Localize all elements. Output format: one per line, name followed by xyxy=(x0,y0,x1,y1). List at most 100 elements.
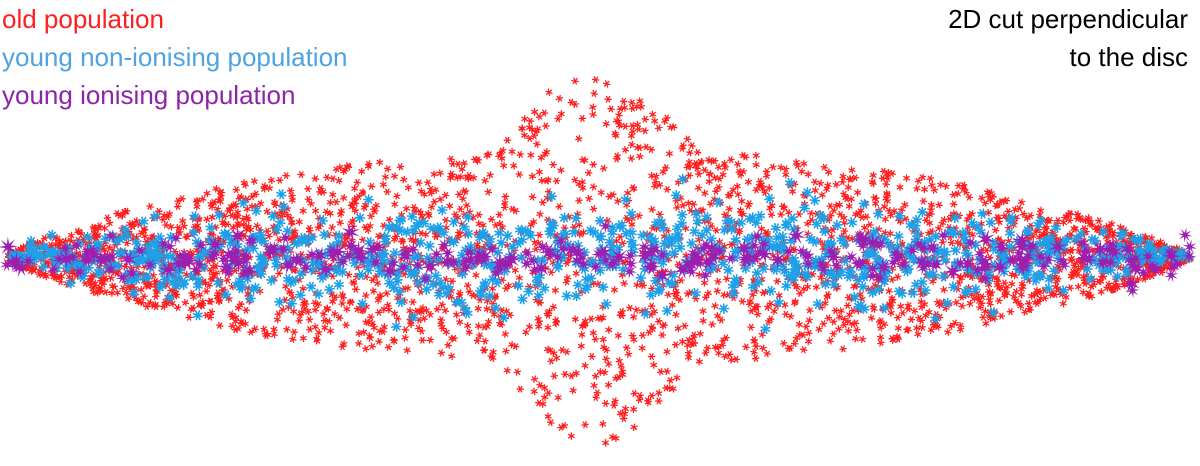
old-population-star xyxy=(634,125,643,133)
young-ionising-star xyxy=(1177,227,1193,243)
old-population-star xyxy=(858,335,867,344)
old-population-star xyxy=(431,186,440,194)
young-non-ionising-star xyxy=(390,321,402,333)
old-population-star xyxy=(589,160,598,169)
old-population-star xyxy=(918,173,927,182)
old-population-star xyxy=(415,179,423,187)
old-population-star xyxy=(1017,198,1026,207)
old-population-star xyxy=(481,337,489,345)
old-population-star xyxy=(475,211,483,219)
old-population-star xyxy=(536,210,544,219)
old-population-star xyxy=(508,205,517,213)
legend-item-young-ionising-population: young ionising population xyxy=(2,80,296,110)
young-non-ionising-star xyxy=(479,229,491,240)
old-population-star xyxy=(275,269,283,277)
old-population-star xyxy=(474,322,483,330)
young-non-ionising-star xyxy=(764,193,775,204)
old-population-star xyxy=(762,167,771,176)
young-non-ionising-star xyxy=(970,283,981,295)
old-population-star xyxy=(807,209,815,218)
old-population-star xyxy=(1008,280,1016,288)
old-population-star xyxy=(495,211,504,219)
old-population-star xyxy=(705,177,713,186)
old-population-star xyxy=(1059,299,1067,308)
old-population-star xyxy=(351,207,360,215)
old-population-star xyxy=(733,160,742,168)
young-non-ionising-star xyxy=(496,237,507,249)
old-population-star xyxy=(403,346,411,355)
young-non-ionising-star xyxy=(814,210,826,221)
old-population-star xyxy=(476,331,484,340)
old-population-star xyxy=(379,180,387,189)
old-population-star xyxy=(404,183,412,192)
old-population-star xyxy=(290,307,298,316)
old-population-star xyxy=(401,334,409,342)
old-population-star xyxy=(275,236,283,244)
old-population-star xyxy=(290,227,299,236)
young-non-ionising-star xyxy=(305,281,317,292)
old-population-star xyxy=(202,287,211,295)
young-non-ionising-star xyxy=(781,280,792,292)
old-population-star xyxy=(213,205,222,213)
old-population-star xyxy=(614,331,622,340)
old-population-star xyxy=(844,183,852,192)
old-population-star xyxy=(367,182,376,190)
young-non-ionising-star xyxy=(620,228,632,239)
old-population-star xyxy=(840,227,849,235)
old-population-star xyxy=(441,191,450,199)
old-population-star xyxy=(938,238,947,246)
old-population-star xyxy=(368,342,377,350)
old-population-star xyxy=(719,170,727,179)
young-non-ionising-star xyxy=(205,222,216,233)
old-population-star xyxy=(769,163,777,171)
old-population-star xyxy=(543,345,552,354)
young-non-ionising-star xyxy=(436,204,448,216)
old-population-star xyxy=(101,224,109,233)
old-population-star xyxy=(701,279,708,287)
old-population-star xyxy=(727,156,735,164)
young-non-ionising-star xyxy=(245,293,256,304)
young-non-ionising-star xyxy=(686,238,697,249)
old-population-star xyxy=(662,384,670,392)
old-population-star xyxy=(764,303,772,312)
old-population-star xyxy=(355,339,363,348)
young-non-ionising-star xyxy=(192,310,203,321)
young-non-ionising-star xyxy=(719,224,731,236)
old-population-star xyxy=(819,320,828,328)
old-population-star xyxy=(628,332,637,340)
old-population-star xyxy=(545,88,553,97)
old-population-star xyxy=(870,305,878,313)
old-population-star xyxy=(641,127,649,135)
old-population-star xyxy=(614,197,622,205)
old-population-star xyxy=(847,175,855,183)
young-non-ionising-star xyxy=(490,302,502,314)
old-population-star xyxy=(540,393,549,402)
old-population-star xyxy=(528,172,536,181)
old-population-star xyxy=(651,117,659,125)
old-population-star xyxy=(275,176,284,184)
young-non-ionising-star xyxy=(670,189,682,201)
old-population-star xyxy=(641,115,650,123)
old-population-star xyxy=(1062,293,1070,301)
old-population-star xyxy=(1019,210,1028,218)
old-population-star xyxy=(231,200,239,209)
old-population-star xyxy=(256,199,265,208)
old-population-star xyxy=(119,284,127,292)
old-population-star xyxy=(375,337,383,346)
old-population-star xyxy=(589,183,598,191)
young-non-ionising-star xyxy=(413,217,425,229)
old-population-star xyxy=(196,291,204,299)
old-population-star xyxy=(894,324,902,333)
old-population-star xyxy=(714,277,722,286)
old-population-star xyxy=(299,334,307,343)
young-non-ionising-star xyxy=(427,279,439,290)
old-population-star xyxy=(312,207,320,215)
old-population-star xyxy=(590,381,598,390)
young-non-ionising-star xyxy=(285,277,297,288)
old-population-star xyxy=(366,334,374,342)
old-population-star xyxy=(853,326,861,334)
old-population-star xyxy=(686,207,695,214)
young-non-ionising-star xyxy=(401,226,413,238)
old-population-star xyxy=(553,353,561,362)
old-population-star xyxy=(362,291,370,300)
